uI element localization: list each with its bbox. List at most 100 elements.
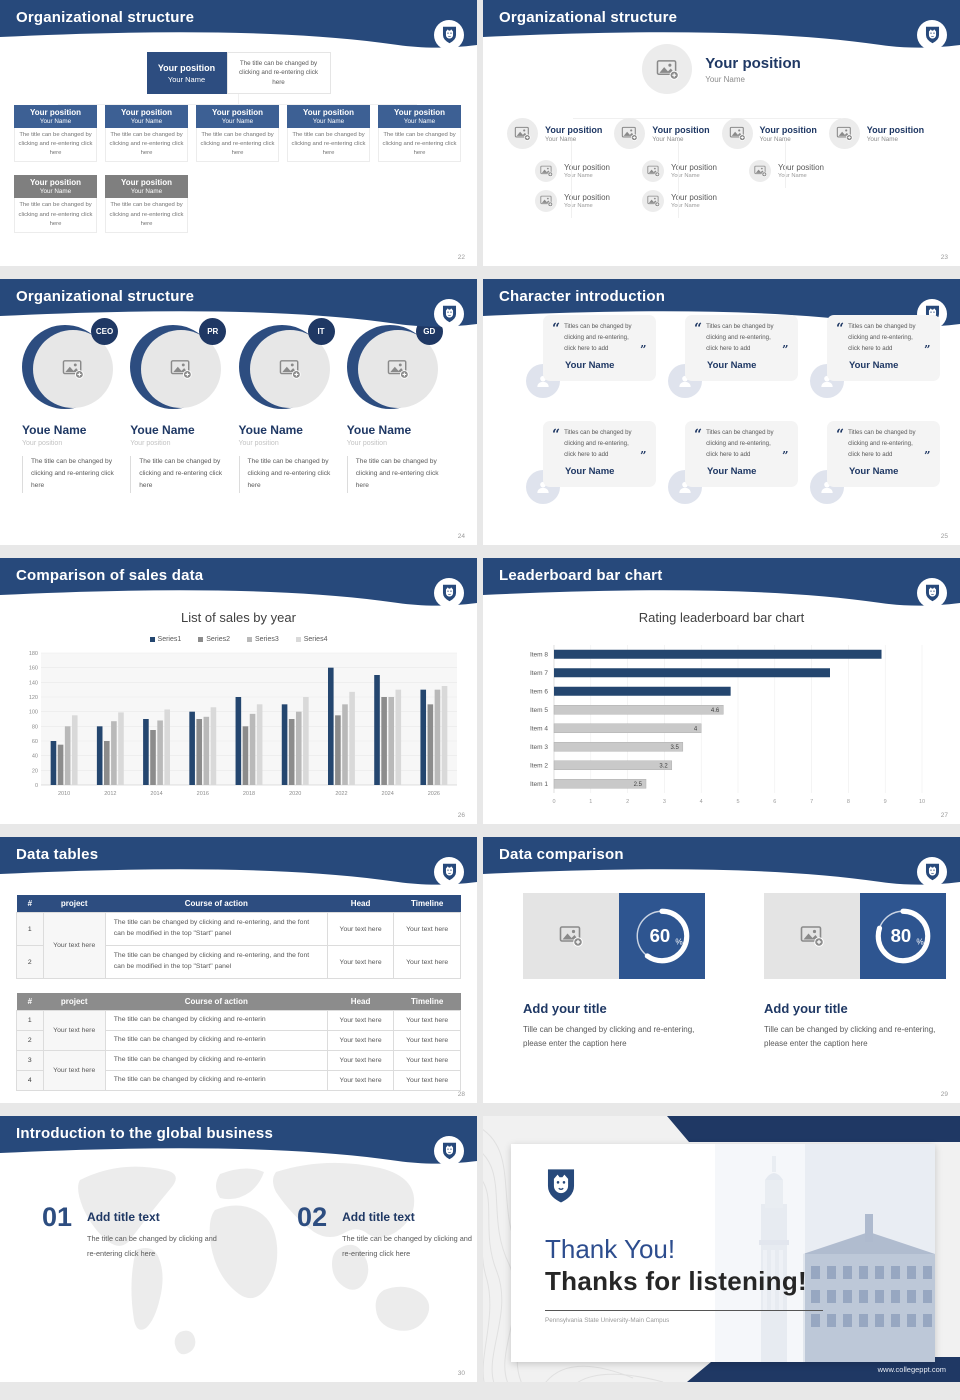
connector-line [571,140,572,218]
svg-text:2016: 2016 [196,791,208,797]
svg-text:7: 7 [810,799,813,805]
slide-thumbnail-29[interactable]: 60 % Add your title Tille can be changed… [483,837,960,1103]
role-badge: CEO [91,318,118,345]
slide-thumbnail-22[interactable]: Your position Your Name The title can be… [0,0,477,266]
course-cell: The title can be changed by clicking and… [104,945,328,979]
name-label: Youe Name [130,423,195,437]
org-top-desc: The title can be changed by clicking and… [226,52,331,94]
slide-thumbnail-thank-you[interactable]: www.collegeppt.com [483,1116,960,1382]
svg-text:Item 2: Item 2 [529,762,547,769]
page-number: 27 [940,812,948,819]
slide-thumbnail-25[interactable]: “Titles can be changed by clicking and r… [483,279,960,545]
timeline-cell: Your text here [393,1030,461,1051]
quote-open-icon: “ [552,321,561,337]
row-number: 2 [16,945,44,979]
head-cell: Your text here [326,1030,395,1051]
divider-line [545,1310,823,1311]
card-caption: Tille can be changed by clicking and re-… [764,1025,936,1048]
svg-text:Item 1: Item 1 [529,781,547,788]
quote-card: “Titles can be changed by clicking and r… [526,315,656,398]
role-badge: PR [199,318,227,345]
name-label: Your Name [759,135,791,143]
legend-swatch [247,637,252,642]
position-label: Your position [564,193,610,202]
legend-item: Series4 [295,636,328,643]
svg-text:0: 0 [34,783,37,789]
page-number: 25 [940,533,948,540]
chart-title: List of sales by year [181,610,296,625]
svg-text:%: % [675,937,683,946]
legend-swatch [198,637,204,642]
team-member: GD Youe Name Your position The title can… [346,318,455,493]
col-header: # [16,993,44,1011]
quote-close-icon: ” [640,342,647,356]
quote-close-icon: ” [924,342,931,356]
name-label: Your Name [221,118,254,125]
leaderboard-bar-chart: 0 1 2 3 4 5 6 7 8 9 10 Item 8 Item 7 Item 6 Item 5 4.6 I… [529,645,925,805]
position-label: Your position [346,440,387,447]
page-number: 24 [457,533,465,540]
svg-text:4.6: 4.6 [710,708,719,714]
legend-item: Series1 [149,636,181,643]
col-header: # [16,895,44,913]
org-node: Your position Your Name The title can be c… [105,105,188,163]
legend-label: Series3 [255,636,279,643]
step-number: 02 [297,1202,328,1232]
slide-thumbnail-23[interactable]: Your position Your Name Your position You… [483,0,960,266]
page-number: 22 [457,254,465,261]
role-badge: IT [307,318,335,345]
slide-thumbnail-30[interactable]: 01 Add title text The title can be chang… [0,1116,477,1382]
quote-close-icon: ” [924,448,931,462]
thank-you-card: Thank You! Thanks for listening! Pennsyl… [511,1144,935,1362]
col-header: Course of action [105,993,328,1011]
slide-content: Your position Your Name Your position You… [483,0,960,266]
svg-text:9: 9 [883,799,886,805]
name-label: Your Name [39,118,72,125]
name-label: Your Name [849,465,899,477]
legend-label: Series4 [303,636,328,643]
table-row: 2 The title can be changed by clicking a… [16,1030,461,1051]
page-number: 28 [457,1091,465,1098]
slide-content: “Titles can be changed by clicking and r… [483,279,960,545]
table-row: 1 Your text here The title can be change… [16,1010,461,1051]
svg-text:Item 5: Item 5 [529,707,547,714]
member-desc: The title can be changed by clicking and… [130,456,223,493]
legend-item: Series2 [198,636,230,643]
row-number: 3 [16,1050,44,1071]
quote-card: “Titles can be changed by clicking and r… [810,315,940,398]
svg-text:4: 4 [693,726,697,732]
timeline-cell: Your text here [393,1050,461,1071]
slide-thumbnail-24[interactable]: CEO Youe Name Your position The title ca… [0,279,477,545]
step-item: 02 Add title text The title can be chang… [297,1202,474,1261]
slide-thumbnail-27[interactable]: Rating leaderboard bar chart 0 1 2 3 4 5 6 7 8 9 1… [483,558,960,824]
position-label: Your position [652,124,710,135]
slide-content: List of sales by year Series1 Series2 Se… [0,558,477,824]
course-cell: The title can be changed by clicking and… [104,1030,328,1051]
org-person: Your position Your Name [749,160,856,182]
svg-text:2: 2 [626,799,629,805]
quote-card: “Titles can be changed by clicking and r… [526,421,656,504]
svg-text:3.5: 3.5 [670,745,679,751]
world-map-graphic [78,1162,430,1355]
team-member: PR Youe Name Your position The title can… [130,318,238,493]
steps-row: 01 Add title text The title can be chang… [42,1202,477,1261]
card-caption: Tille can be changed by clicking and re-… [523,1025,695,1048]
svg-text:Item 4: Item 4 [529,725,547,732]
connector-line [785,140,786,188]
slide-thumbnail-26[interactable]: List of sales by year Series1 Series2 Se… [0,558,477,824]
legend-item: Series3 [247,636,279,643]
name-label: Your Name [671,173,700,179]
svg-text:0: 0 [552,799,555,805]
page-number: 29 [940,1091,948,1098]
comparison-row: 60 % Add your title Tille can be changed… [523,893,960,1051]
quote-close-icon: ” [782,448,789,462]
org-node: Your position Your Name The title can be c… [196,105,279,163]
org-level-2: Your position Your Name Your position Your… [483,160,960,182]
org-person: Your position Your Name [642,160,749,182]
position-label: Your position [759,124,817,135]
col-header: Timeline [393,993,461,1011]
slide-thumbnail-28[interactable]: # project Course of action Head Timeline… [0,837,477,1103]
step-heading: Add title text [87,1210,160,1224]
col-header: project [43,993,106,1011]
timeline-cell: Your text here [393,912,461,946]
